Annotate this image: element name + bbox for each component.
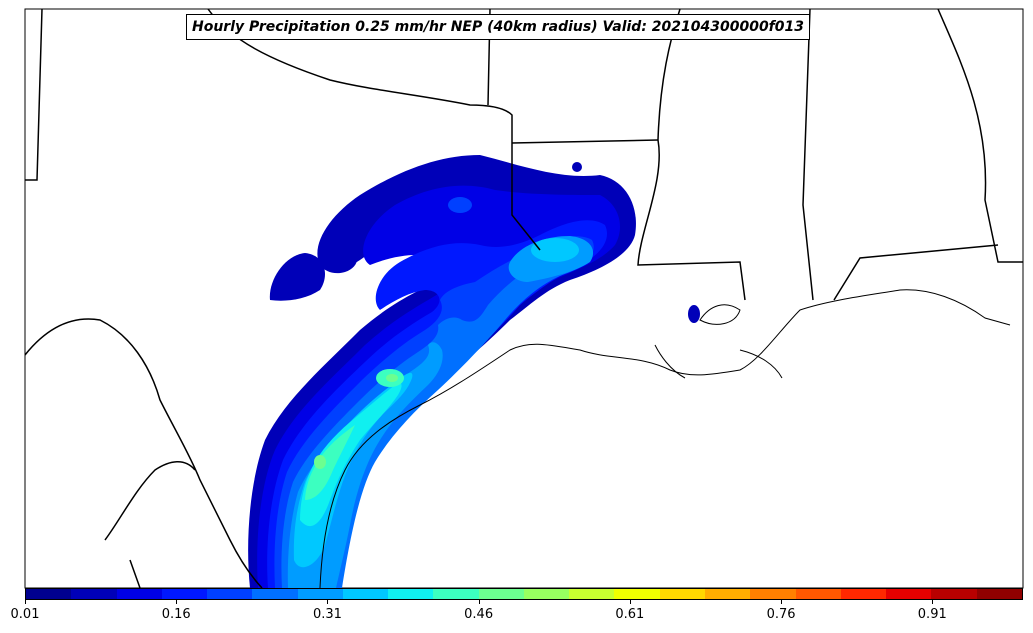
colorbar-segment [116,589,162,599]
colorbar-segment [659,589,705,599]
colorbar-tick [932,600,934,604]
colorbar-segment [614,589,660,599]
colorbar-segment [433,589,479,599]
colorbar-tick-label: 0.76 [766,607,796,622]
colorbar-tick-label: 0.61 [615,607,645,622]
colorbar-segment [297,589,343,599]
colorbar-segment [704,589,751,599]
colorbar-tick-label: 0.01 [10,607,40,622]
colorbar-segment [388,589,434,599]
colorbar-tick [25,600,26,604]
colorbar-tick [327,600,329,604]
colorbar-tick [478,600,480,604]
colorbar-segment [161,589,208,599]
colorbar-segment [478,589,524,599]
colorbar-segment [976,589,1022,599]
colorbar-segment [342,589,389,599]
colorbar-segment [569,589,615,599]
colorbar-tick-label: 0.91 [917,607,947,622]
colorbar-segment [252,589,298,599]
colorbar-segment [886,589,932,599]
colorbar-tick [629,600,631,604]
colorbar-tick-label: 0.31 [312,607,342,622]
colorbar-tick [781,600,783,604]
colorbar-tick [176,600,178,604]
colorbar-segment [931,589,977,599]
colorbar-segment [840,589,887,599]
colorbar-segment [26,589,72,599]
colorbar-tick-label: 0.16 [161,607,191,622]
colorbar [25,588,1023,600]
precipitation-field [248,155,700,588]
colorbar-segment [207,589,253,599]
colorbar-tick-label: 0.46 [464,607,494,622]
colorbar-segment [523,589,570,599]
map-title: Hourly Precipitation 0.25 mm/hr NEP (40k… [186,14,811,40]
colorbar-segment [750,589,796,599]
coastline [319,289,1011,588]
colorbar-segment [71,589,117,599]
state-boundaries [25,9,1023,588]
colorbar-segment [795,589,841,599]
